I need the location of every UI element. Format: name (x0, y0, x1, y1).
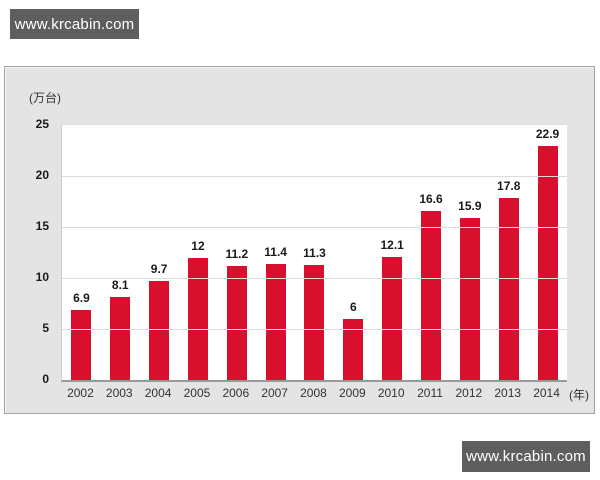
bar-column: 22.9 (528, 125, 567, 380)
bar-column: 11.2 (217, 125, 256, 380)
x-tick-label: 2002 (67, 386, 94, 400)
bar-column: 12.1 (373, 125, 412, 380)
y-tick-label: 25 (35, 117, 49, 131)
chart-panel: (万台) 0 5 10 15 20 25 6.9 8.1 9.7 12 11.2 11.4 11.3 6… (4, 66, 595, 414)
bar-2003 (110, 297, 131, 380)
bar-value-label: 6 (349, 299, 357, 314)
bar-value-label: 9.7 (150, 262, 168, 277)
bar-2008 (304, 264, 325, 380)
bar-column: 6.9 (62, 125, 101, 380)
x-axis-unit-label: (年) (569, 388, 589, 402)
bar-column: 15.9 (450, 125, 489, 380)
y-tick-label: 0 (42, 372, 49, 386)
bar-column: 11.4 (256, 125, 295, 380)
y-tick-label: 15 (35, 219, 49, 233)
x-tick-label: 2009 (338, 386, 366, 400)
bar-2004 (149, 281, 170, 380)
x-tick-label: 2011 (417, 386, 443, 400)
x-tick-label: 2007 (261, 386, 288, 400)
x-tick-label: 2008 (300, 386, 327, 400)
bar-value-label: 11.2 (225, 246, 249, 261)
y-tick-label: 10 (35, 270, 49, 284)
bar-2013 (498, 198, 519, 380)
bar-value-label: 15.9 (458, 198, 482, 213)
x-tick-label: 2014 (533, 386, 560, 400)
bar-value-label: 11.3 (303, 245, 326, 260)
bar-column: 11.3 (295, 125, 334, 380)
watermark-bottom: www.krcabin.com (462, 441, 590, 472)
bar-column: 8.1 (101, 125, 140, 380)
x-tick-label: 2010 (377, 386, 405, 400)
bar-value-label: 12 (191, 238, 205, 253)
gridline (62, 278, 567, 279)
y-axis-ticks: 0 5 10 15 20 25 (5, 117, 55, 386)
bar-2014 (537, 146, 558, 380)
bar-value-label: 17.8 (497, 179, 521, 194)
gridline (62, 329, 567, 330)
bar-2007 (265, 263, 286, 380)
bar-2005 (187, 257, 208, 380)
bar-2010 (382, 256, 403, 380)
bar-value-label: 16.6 (419, 191, 443, 206)
x-axis-labels: 2002 2003 2004 2005 2006 2007 2008 2009 2010 2011… (61, 386, 566, 400)
bar-value-label: 6.9 (73, 290, 90, 305)
watermark-top: www.krcabin.com (10, 9, 139, 39)
x-tick-label: 2013 (494, 386, 522, 400)
y-tick-label: 20 (35, 168, 49, 182)
bar-column: 16.6 (412, 125, 451, 380)
bar-value-label: 12.1 (380, 237, 404, 252)
bar-2009 (343, 318, 364, 380)
watermark-bottom-text: www.krcabin.com (466, 448, 586, 465)
bar-2011 (421, 210, 442, 380)
bar-column: 12 (179, 125, 218, 380)
bar-2002 (71, 309, 92, 380)
bar-2006 (226, 265, 247, 380)
gridline (62, 227, 567, 228)
y-tick-label: 5 (42, 321, 49, 335)
bar-value-label: 11.4 (264, 244, 287, 259)
bar-columns: 6.9 8.1 9.7 12 11.2 11.4 11.3 6 12.1 16.6 15.9 17.8… (62, 125, 567, 380)
gridline (62, 176, 567, 177)
x-tick-label: 2004 (144, 386, 172, 400)
x-tick-label: 2012 (455, 386, 483, 400)
bar-column: 6 (334, 125, 373, 380)
watermark-top-text: www.krcabin.com (14, 15, 135, 33)
y-axis-unit-label: (万台) (29, 91, 61, 105)
bar-column: 17.8 (489, 125, 528, 380)
bar-value-label: 8.1 (111, 278, 129, 293)
x-tick-label: 2006 (222, 386, 250, 400)
x-tick-label: 2003 (105, 386, 133, 400)
plot-area: 6.9 8.1 9.7 12 11.2 11.4 11.3 6 12.1 16.6 15.9 17.8… (61, 124, 567, 382)
bar-column: 9.7 (140, 125, 179, 380)
x-tick-label: 2005 (183, 386, 211, 400)
bar-value-label: 22.9 (535, 127, 560, 142)
bar-2012 (459, 217, 480, 380)
